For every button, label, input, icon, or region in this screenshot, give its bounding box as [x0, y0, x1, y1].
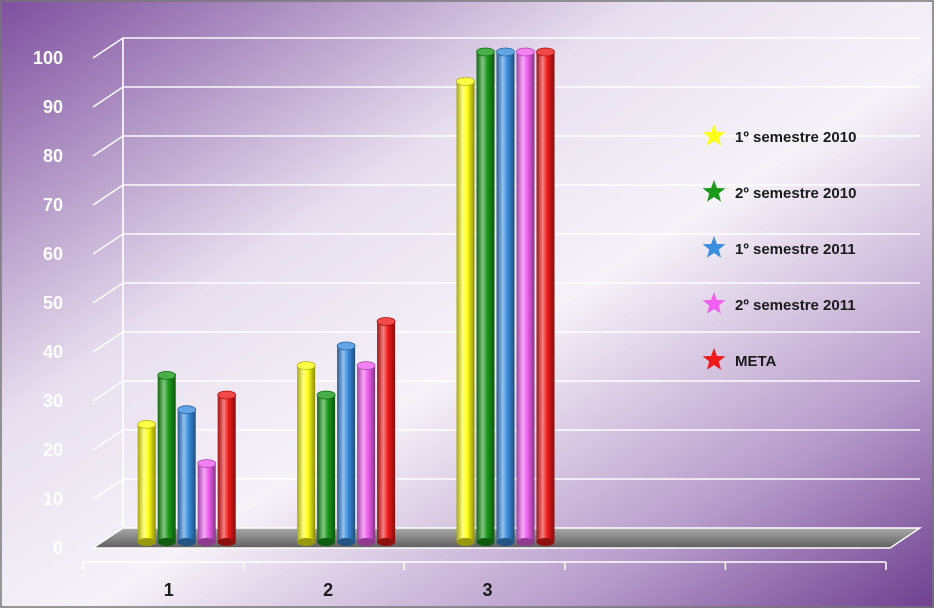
bar [316, 390, 336, 546]
y-tick-label: 100 [33, 48, 63, 68]
bar [476, 47, 495, 546]
bar [516, 47, 535, 546]
y-tick-label: 10 [43, 489, 63, 509]
gridlines [92, 37, 920, 528]
legend-item: META [702, 348, 777, 370]
legend-label: 1º semestre 2010 [735, 129, 856, 146]
y-tick-label: 50 [43, 293, 63, 313]
bar [137, 419, 157, 546]
y-tick-label: 60 [43, 244, 63, 264]
legend-label: 2º semestre 2011 [735, 297, 856, 314]
legend: 1º semestre 2010 2º semestre 2010 1º semes… [702, 124, 856, 370]
star-icon [702, 236, 726, 258]
legend-label: 2º semestre 2010 [735, 185, 856, 202]
y-tick-label: 40 [43, 342, 63, 362]
bars [137, 47, 555, 546]
x-category-label: 2 [323, 580, 333, 600]
y-tick-label: 70 [43, 195, 63, 215]
bar [336, 341, 356, 546]
legend-label: META [735, 353, 777, 370]
bar [496, 47, 515, 546]
bar [296, 361, 316, 546]
star-icon [702, 180, 726, 202]
legend-item: 1º semestre 2010 [702, 124, 856, 146]
star-icon [702, 124, 726, 146]
bar [177, 405, 197, 546]
y-tick-label: 20 [43, 440, 63, 460]
bar [217, 390, 237, 546]
legend-item: 2º semestre 2011 [702, 292, 856, 314]
legend-item: 1º semestre 2011 [702, 236, 856, 258]
bar [536, 47, 555, 546]
x-category-label: 3 [482, 580, 492, 600]
bar [456, 77, 475, 546]
y-tick-label: 0 [53, 538, 63, 558]
star-icon [702, 348, 726, 370]
y-tick-label: 80 [43, 146, 63, 166]
star-icon [702, 292, 726, 314]
x-category-label: 1 [164, 580, 174, 600]
y-tick-label: 90 [43, 97, 63, 117]
x-axis-categories: 1 2 3 [82, 561, 887, 600]
bar [376, 317, 396, 546]
legend-item: 2º semestre 2010 [702, 180, 856, 202]
y-axis-ticks: 0 10 20 30 40 50 60 70 80 90 100 [33, 48, 63, 558]
y-tick-label: 30 [43, 391, 63, 411]
legend-label: 1º semestre 2011 [735, 241, 856, 258]
bar [197, 459, 217, 546]
bar [356, 361, 376, 546]
bar [157, 370, 177, 546]
